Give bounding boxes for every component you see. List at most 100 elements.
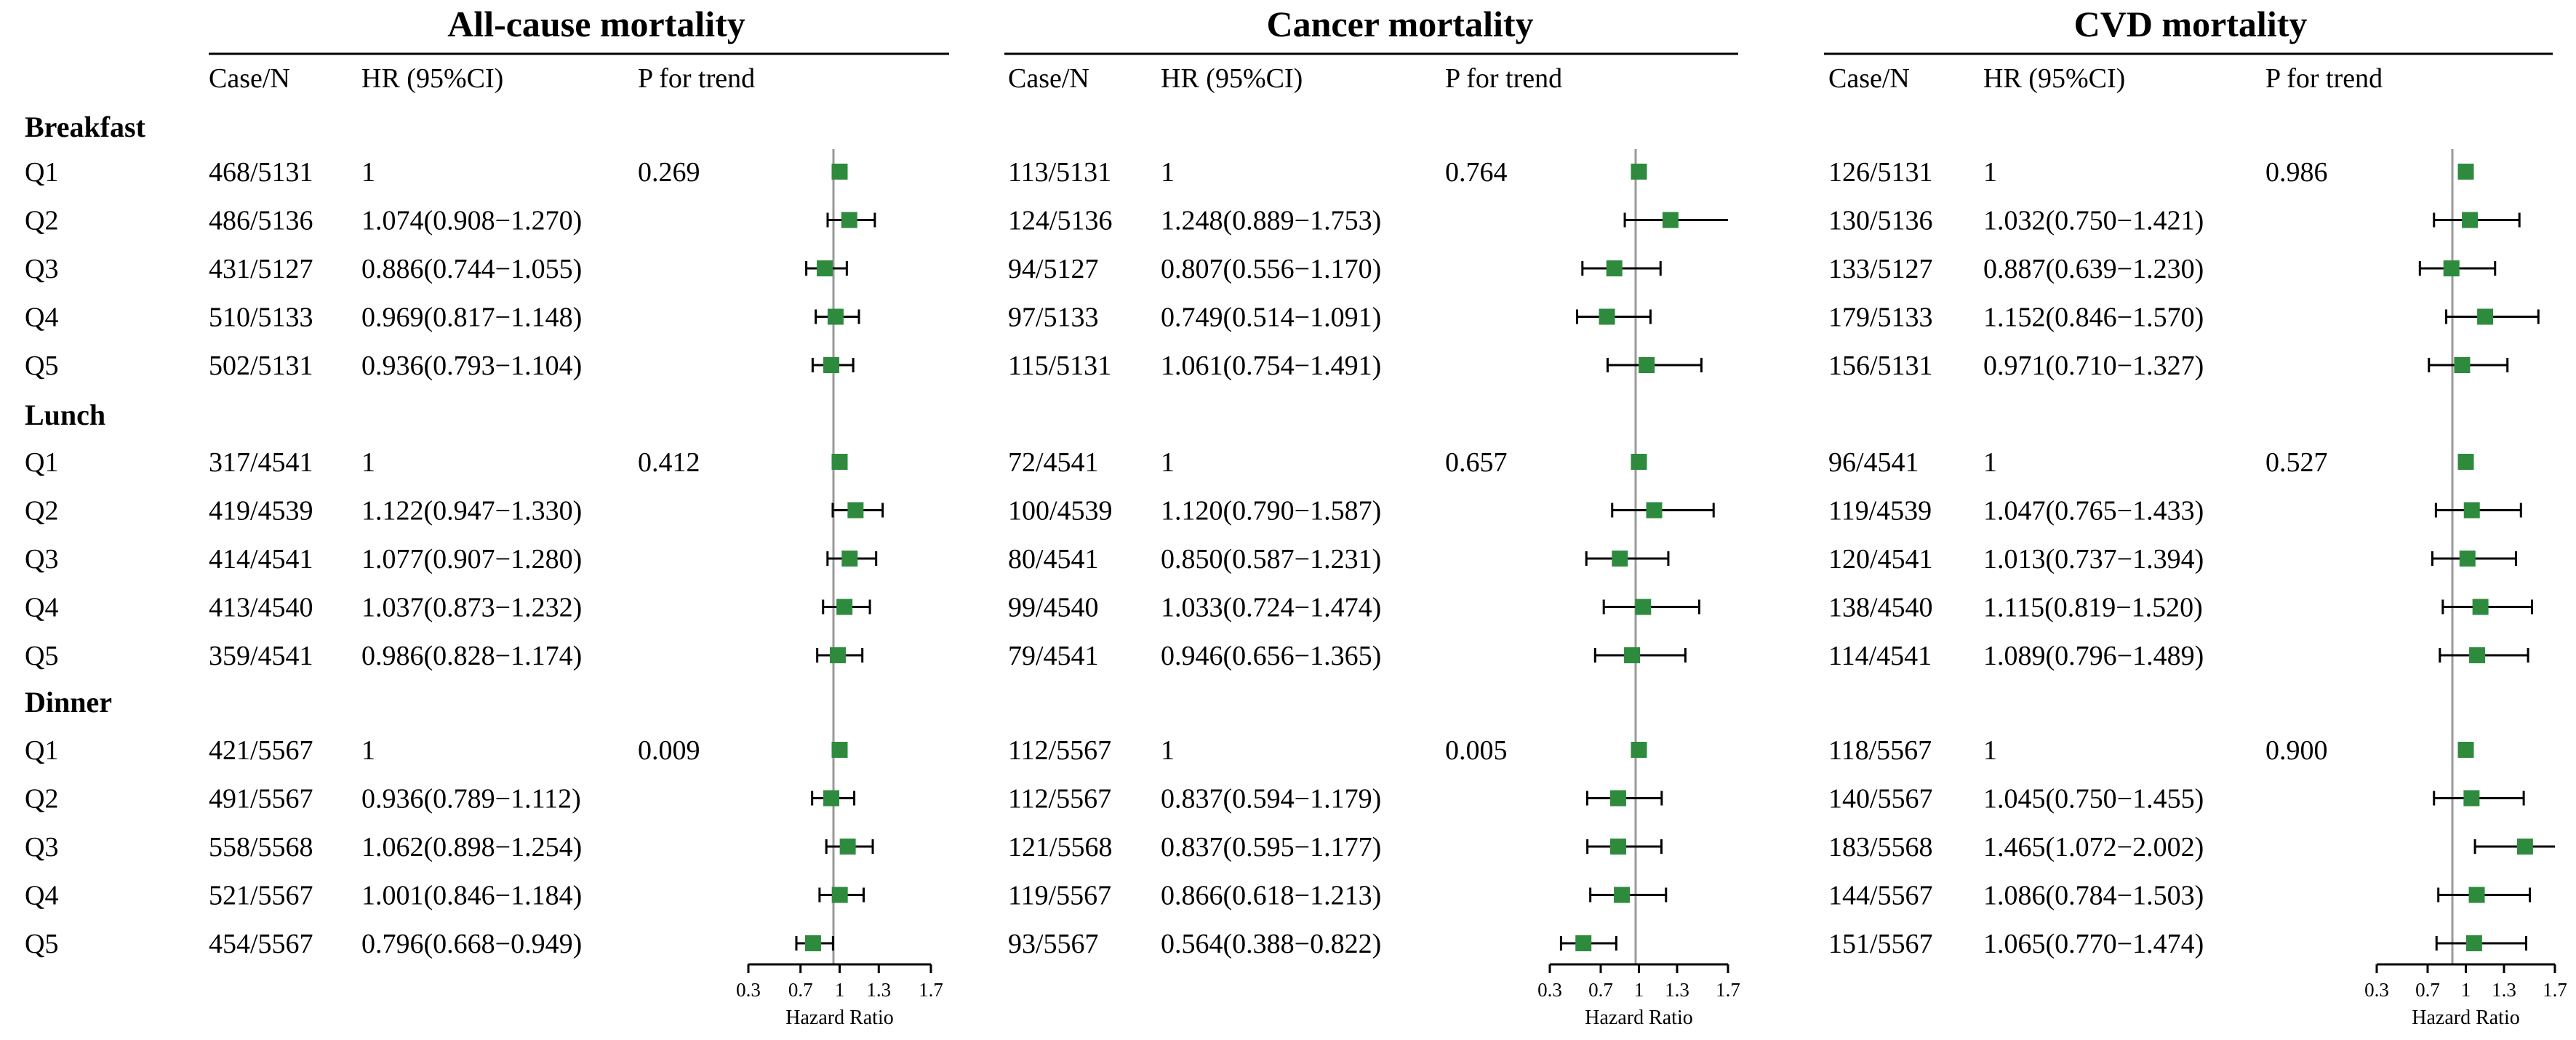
- hr-marker: [836, 599, 853, 615]
- case-n-cell: 486/5136: [209, 206, 313, 236]
- case-n-cell: 468/5131: [209, 157, 313, 188]
- case-n-cell: 80/4541: [1008, 544, 1099, 575]
- hr-cell: 1.077(0.907−1.280): [361, 544, 582, 575]
- p-trend-cell: 0.412: [638, 447, 700, 478]
- case-n-cell: 120/4541: [1828, 544, 1933, 575]
- p-trend-cell: 0.900: [2265, 735, 2328, 766]
- hr-marker: [1646, 502, 1663, 519]
- hr-cell: 1.465(1.072−2.002): [1983, 832, 2204, 863]
- hr-cell: 0.936(0.789−1.112): [361, 784, 581, 815]
- case-n-cell: 119/4539: [1828, 496, 1932, 527]
- case-n-cell: 94/5127: [1008, 254, 1099, 284]
- hr-cell: 0.850(0.587−1.231): [1161, 544, 1381, 575]
- case-n-cell: 133/5127: [1828, 254, 1933, 284]
- hr-marker: [2457, 454, 2474, 470]
- group-label-breakfast: Breakfast: [25, 111, 146, 143]
- hr-marker: [1606, 260, 1623, 276]
- case-n-cell: 126/5131: [1828, 157, 1933, 188]
- x-tick-label: 1: [1634, 979, 1644, 1001]
- row-label-q2: Q2: [25, 496, 58, 527]
- hr-cell: 0.886(0.744−1.055): [361, 254, 582, 284]
- hr-cell: 0.887(0.639−1.230): [1983, 254, 2204, 284]
- row-label-q5: Q5: [25, 351, 58, 381]
- x-tick-label: 1.3: [2492, 979, 2516, 1001]
- x-tick-label: 1.7: [919, 979, 943, 1001]
- hr-marker: [2477, 308, 2494, 325]
- hr-cell: 0.936(0.793−1.104): [361, 351, 582, 381]
- case-n-cell: 72/4541: [1008, 447, 1099, 478]
- case-n-cell: 156/5131: [1828, 351, 1933, 381]
- row-label-q1: Q1: [25, 735, 58, 766]
- panel-1-x-axis-label: Hazard Ratio: [785, 1007, 894, 1029]
- case-n-cell: 119/5567: [1008, 881, 1111, 911]
- p-trend-cell: 0.009: [638, 735, 700, 766]
- case-n-cell: 151/5567: [1828, 929, 1933, 959]
- hr-marker: [827, 308, 844, 325]
- column-header-hr: HR (95%CI): [1161, 63, 1303, 94]
- hr-cell: 0.837(0.595−1.177): [1161, 832, 1381, 863]
- hr-cell: 1: [1983, 447, 1997, 478]
- x-tick-label: 0.3: [736, 979, 761, 1001]
- case-n-cell: 558/5568: [209, 832, 313, 863]
- column-header-hr: HR (95%CI): [1983, 63, 2125, 94]
- case-n-cell: 454/5567: [209, 929, 313, 959]
- case-n-cell: 413/4540: [209, 593, 313, 623]
- hr-cell: 1: [1161, 735, 1175, 766]
- p-trend-cell: 0.269: [638, 157, 700, 188]
- hr-marker: [1599, 308, 1615, 325]
- hr-marker: [823, 357, 840, 373]
- hr-cell: 1: [1983, 735, 1997, 766]
- p-trend-cell: 0.005: [1445, 735, 1508, 766]
- hr-marker: [804, 935, 821, 951]
- case-n-cell: 118/5567: [1828, 735, 1932, 766]
- hr-cell: 1.047(0.765−1.433): [1983, 496, 2204, 527]
- case-n-cell: 124/5136: [1008, 206, 1113, 236]
- case-n-cell: 510/5133: [209, 303, 313, 333]
- case-n-cell: 115/5131: [1008, 351, 1111, 381]
- case-n-cell: 419/4539: [209, 496, 313, 527]
- hr-cell: 1.086(0.784−1.503): [1983, 881, 2204, 911]
- column-header-case-n: Case/N: [209, 63, 290, 94]
- row-label-q3: Q3: [25, 254, 58, 284]
- x-tick-label: 1.7: [2543, 979, 2567, 1001]
- hr-cell: 0.986(0.828−1.174): [361, 641, 582, 671]
- hr-marker: [2516, 839, 2533, 855]
- case-n-cell: 359/4541: [209, 641, 313, 671]
- case-n-cell: 521/5567: [209, 881, 313, 911]
- hr-cell: 0.749(0.514−1.091): [1161, 303, 1381, 333]
- hr-marker: [831, 454, 848, 470]
- hr-marker: [2472, 599, 2489, 615]
- case-n-cell: 179/5133: [1828, 303, 1933, 333]
- hr-cell: 1.032(0.750−1.421): [1983, 206, 2204, 236]
- hr-cell: 1: [361, 735, 375, 766]
- x-tick-label: 0.7: [2415, 979, 2440, 1001]
- p-trend-cell: 0.764: [1445, 157, 1508, 188]
- hr-cell: 0.971(0.710−1.327): [1983, 351, 2204, 381]
- hr-marker: [2454, 357, 2471, 373]
- hr-cell: 1: [1161, 157, 1175, 188]
- hr-cell: 0.946(0.656−1.365): [1161, 641, 1381, 671]
- case-n-cell: 79/4541: [1008, 641, 1099, 671]
- hr-marker: [1614, 887, 1631, 903]
- hr-cell: 1: [361, 157, 375, 188]
- hr-cell: 1.122(0.947−1.330): [361, 496, 582, 527]
- hr-marker: [2463, 502, 2480, 519]
- hr-marker: [1631, 164, 1647, 180]
- hr-cell: 1.013(0.737−1.394): [1983, 544, 2204, 575]
- hr-marker: [2465, 935, 2482, 951]
- hr-marker: [2443, 260, 2460, 276]
- hr-marker: [2462, 212, 2479, 228]
- p-trend-cell: 0.986: [2265, 157, 2328, 188]
- row-label-q5: Q5: [25, 929, 58, 959]
- case-n-cell: 112/5567: [1008, 735, 1111, 766]
- hr-cell: 1.033(0.724−1.474): [1161, 593, 1381, 623]
- case-n-cell: 431/5127: [209, 254, 313, 284]
- row-label-q4: Q4: [25, 593, 58, 623]
- hr-marker: [841, 212, 857, 228]
- case-n-cell: 100/4539: [1008, 496, 1113, 527]
- case-n-cell: 93/5567: [1008, 929, 1099, 959]
- hr-marker: [2463, 790, 2480, 807]
- case-n-cell: 99/4540: [1008, 593, 1099, 623]
- case-n-cell: 421/5567: [209, 735, 313, 766]
